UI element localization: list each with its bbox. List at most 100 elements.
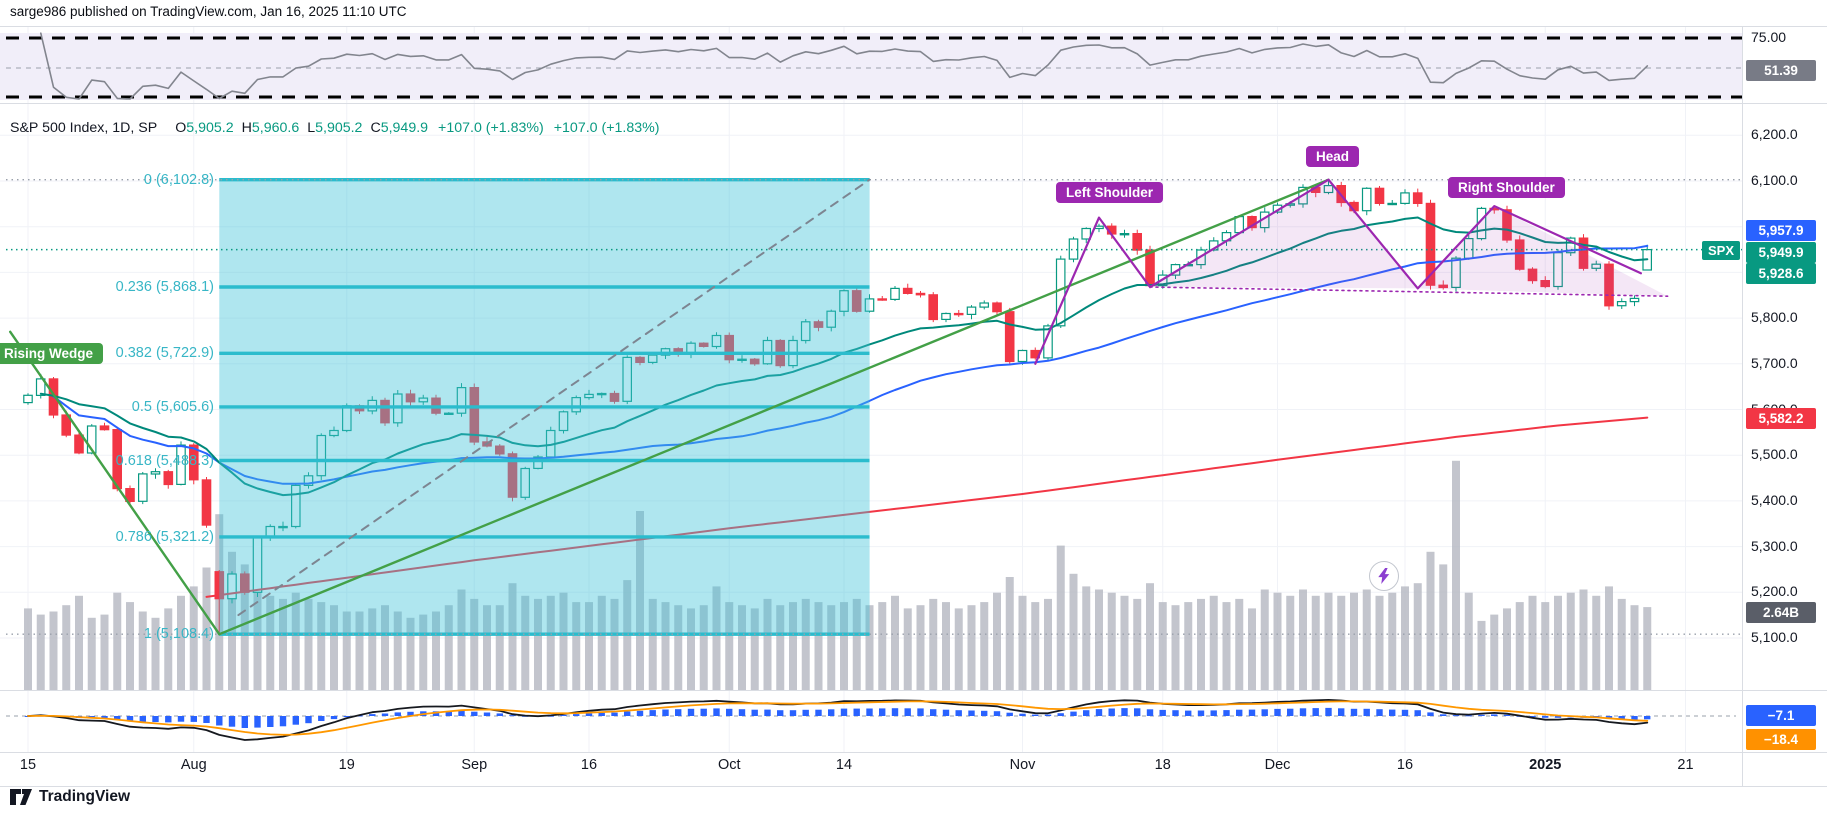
time-axis-label[interactable]: 18 <box>1154 757 1171 773</box>
macd-histogram-bar <box>764 709 771 716</box>
time-axis-label[interactable]: Aug <box>180 757 207 773</box>
symbol-title[interactable]: S&P 500 Index, 1D, SP <box>10 120 158 136</box>
volume-bar <box>993 592 1001 690</box>
candle-up <box>1565 237 1576 254</box>
price-tick[interactable]: 5,100.0 <box>1751 629 1798 645</box>
macd-histogram-bar <box>968 710 975 716</box>
macd-histogram-bar <box>203 716 210 723</box>
ohlc-close-value: 5,949.9 <box>380 120 429 136</box>
volume-bar <box>126 602 134 690</box>
fib-level-label[interactable]: 0.5 (5,605.6) <box>131 398 214 415</box>
time-axis-label[interactable]: 19 <box>338 757 355 773</box>
volume-bar <box>1490 614 1499 690</box>
time-axis-label[interactable]: 2025 <box>1529 757 1562 773</box>
time-axis-label[interactable]: Oct <box>717 757 741 773</box>
macd-histogram-bar <box>687 708 695 716</box>
volume-bar <box>36 614 45 690</box>
price-tick[interactable]: 5,300.0 <box>1751 537 1798 554</box>
volume-bar <box>240 564 249 690</box>
macd-histogram-bar <box>585 713 593 716</box>
macd-histogram-bar <box>254 716 261 728</box>
right-shoulder-label[interactable]: Right Shoulder <box>1448 177 1565 198</box>
volume-bar <box>891 595 899 690</box>
time-axis-label[interactable]: 15 <box>19 757 37 773</box>
candle-down <box>495 445 505 455</box>
macd-histogram-bar <box>573 714 580 716</box>
volume-bar <box>1388 592 1397 690</box>
macd-histogram-bar <box>1095 709 1103 716</box>
volume-bar <box>750 608 759 690</box>
macd-histogram-bar <box>190 716 197 722</box>
candle-down <box>813 321 824 328</box>
volume-bar <box>1413 583 1422 690</box>
candle-up <box>800 321 811 342</box>
idea-lightning-icon[interactable] <box>1369 561 1399 591</box>
candle-down <box>469 387 480 443</box>
volume-bar <box>1579 589 1588 690</box>
macd-histogram-bar <box>1172 710 1179 716</box>
fib-level-label[interactable]: 0.618 (5,488.3) <box>115 452 214 469</box>
volume-bar <box>1018 595 1027 690</box>
candle-up <box>1017 349 1028 363</box>
right-shoulder-pattern-fill <box>1417 206 1668 297</box>
volume-bar <box>597 595 606 690</box>
volume-bar <box>1171 605 1180 690</box>
time-axis-label[interactable]: 14 <box>835 757 853 773</box>
volume-value-badge: 2.64B <box>1746 602 1816 623</box>
candle-down <box>1374 187 1385 205</box>
macd-histogram-bar <box>1491 714 1498 716</box>
macd-histogram-bar <box>560 715 567 716</box>
symbol-legend[interactable]: S&P 500 Index, 1D, SP O5,905.2 H5,960.6 L5,… <box>10 120 659 136</box>
head-label[interactable]: Head <box>1306 146 1360 167</box>
price-tick[interactable]: 6,100.0 <box>1751 172 1798 188</box>
time-axis-label[interactable]: Nov <box>1009 757 1036 773</box>
volume-bar <box>406 617 415 690</box>
footer-brand[interactable]: TradingView <box>10 788 130 806</box>
candle-up <box>1400 192 1410 204</box>
time-axis-label[interactable]: 16 <box>580 757 598 773</box>
macd-histogram-bar <box>1452 715 1460 717</box>
fib-level-label[interactable]: 0.236 (5,868.1) <box>115 278 214 295</box>
rsi-value-badge: 51.39 <box>1746 60 1816 81</box>
volume-bar <box>1426 551 1435 690</box>
macd-histogram-bar <box>1108 708 1115 716</box>
candle-down <box>1540 280 1550 288</box>
time-axis-label[interactable]: Dec <box>1264 757 1291 773</box>
fib-level-label[interactable]: 0.786 (5,321.2) <box>115 528 214 545</box>
time-axis-label[interactable]: 16 <box>1396 757 1414 773</box>
price-tick[interactable]: 5,700.0 <box>1751 354 1798 371</box>
fib-level-label[interactable]: 0.382 (5,722.9) <box>115 345 214 362</box>
volume-bar <box>1069 573 1078 690</box>
macd-histogram-bar <box>279 716 287 727</box>
price-tick[interactable]: 6,200.0 <box>1751 126 1798 143</box>
candle-down <box>992 302 1002 313</box>
price-tick[interactable]: 5,500.0 <box>1751 446 1798 463</box>
time-axis-label[interactable]: Sep <box>461 757 488 773</box>
volume-bar <box>164 608 173 690</box>
candle-up <box>1055 258 1066 327</box>
volume-bar <box>1477 620 1486 690</box>
last-price-badge: 5,949.9 <box>1746 242 1816 263</box>
macd-histogram-bar <box>1299 708 1307 716</box>
price-tick[interactable]: 5,400.0 <box>1751 491 1798 508</box>
time-axis-label[interactable]: 21 <box>1677 757 1694 773</box>
macd-histogram-bar <box>1325 707 1332 716</box>
candle-up <box>227 573 237 600</box>
candle-up <box>839 290 849 312</box>
volume-bar <box>1235 598 1244 690</box>
fib-level-label[interactable]: 0 (6,102.8) <box>143 171 214 188</box>
rsi-upper-tick[interactable]: 75.00 <box>1751 29 1787 45</box>
macd-histogram-bar <box>1070 711 1077 716</box>
price-tick[interactable]: 5,800.0 <box>1751 309 1798 326</box>
ohlc-low-key: L <box>307 120 316 136</box>
volume-bar <box>457 589 466 690</box>
macd-histogram-bar <box>496 713 503 716</box>
ohlc-high-key: H <box>241 120 252 136</box>
macd-histogram-bar <box>649 710 656 716</box>
volume-bar <box>954 608 963 690</box>
price-tick[interactable]: 5,200.0 <box>1751 583 1798 600</box>
rising-wedge-label[interactable]: Rising Wedge <box>0 343 104 364</box>
left-shoulder-label[interactable]: Left Shoulder <box>1056 182 1163 203</box>
fib-level-label[interactable]: 1 (5,108.4) <box>143 626 214 643</box>
